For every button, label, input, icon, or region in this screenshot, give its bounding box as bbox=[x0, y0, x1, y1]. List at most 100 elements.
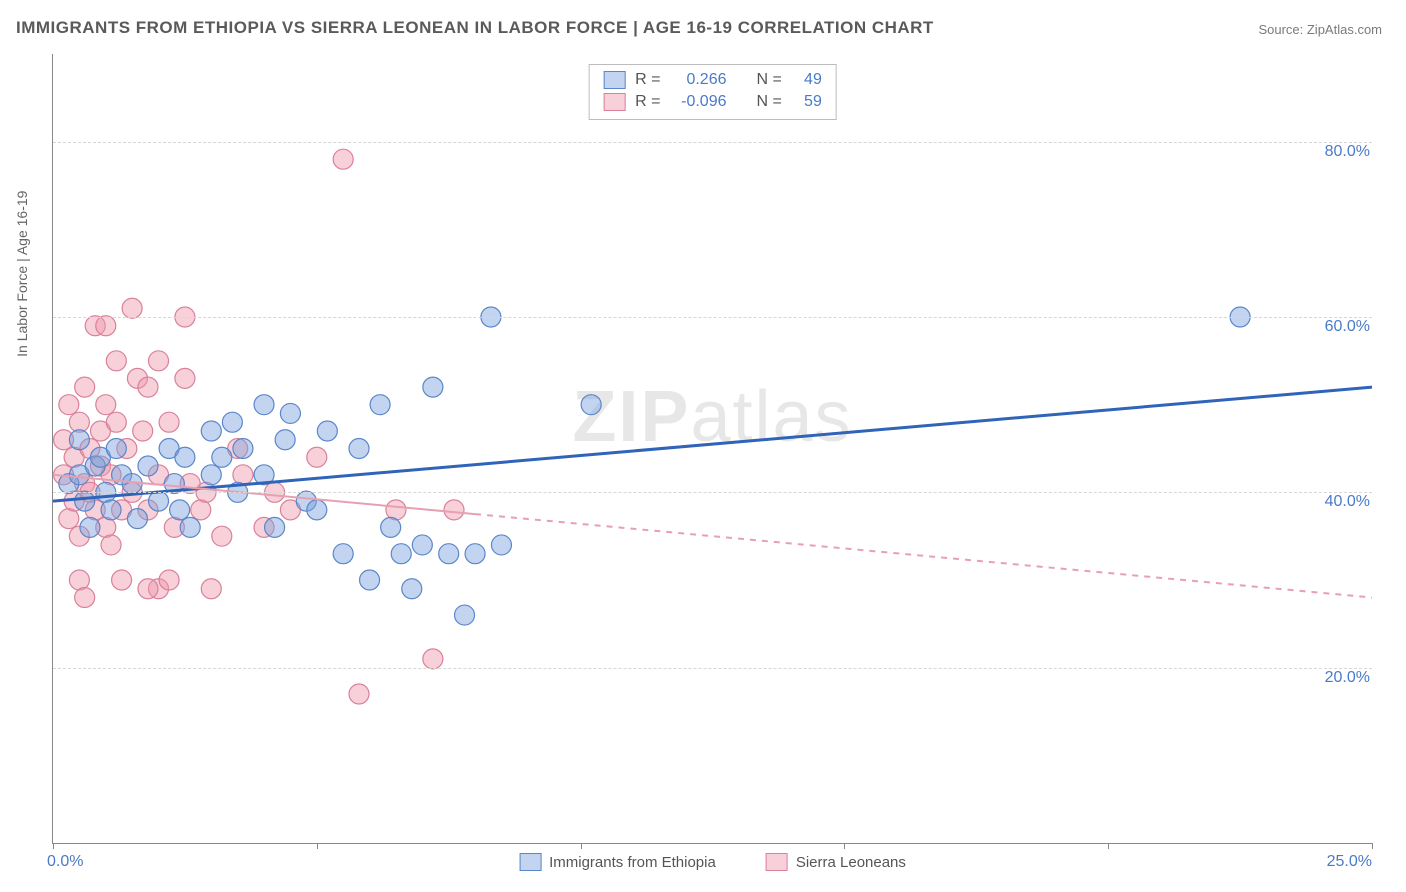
data-point bbox=[333, 544, 353, 564]
data-point bbox=[233, 465, 253, 485]
data-point bbox=[180, 517, 200, 537]
data-point bbox=[349, 439, 369, 459]
x-tick bbox=[581, 843, 582, 849]
data-point bbox=[275, 430, 295, 450]
data-point bbox=[360, 570, 380, 590]
data-point bbox=[101, 535, 121, 555]
data-point bbox=[101, 500, 121, 520]
data-point bbox=[265, 517, 285, 537]
data-point bbox=[69, 430, 89, 450]
data-point bbox=[212, 447, 232, 467]
trend-line-extrapolated bbox=[475, 514, 1372, 597]
data-point bbox=[138, 456, 158, 476]
plot-area: ZIPatlas R = 0.266 N = 49 R = -0.096 N =… bbox=[52, 54, 1372, 844]
gridline bbox=[53, 492, 1372, 493]
n-value: 49 bbox=[792, 71, 822, 89]
y-tick-label: 60.0% bbox=[1325, 318, 1374, 336]
data-point bbox=[149, 351, 169, 371]
data-point bbox=[222, 412, 242, 432]
data-point bbox=[138, 579, 158, 599]
data-point bbox=[412, 535, 432, 555]
data-point bbox=[423, 377, 443, 397]
data-point bbox=[233, 439, 253, 459]
swatch-blue-icon bbox=[603, 71, 625, 89]
x-tick bbox=[1372, 843, 1373, 849]
data-point bbox=[159, 570, 179, 590]
data-point bbox=[138, 377, 158, 397]
swatch-pink-icon bbox=[603, 93, 625, 111]
data-point bbox=[439, 544, 459, 564]
chart-title: IMMIGRANTS FROM ETHIOPIA VS SIERRA LEONE… bbox=[16, 18, 934, 38]
x-tick-label: 25.0% bbox=[1327, 853, 1372, 871]
chart-svg bbox=[53, 54, 1372, 843]
data-point bbox=[201, 579, 221, 599]
legend-item-ethiopia: Immigrants from Ethiopia bbox=[519, 853, 716, 871]
x-tick bbox=[317, 843, 318, 849]
data-point bbox=[175, 447, 195, 467]
data-point bbox=[75, 491, 95, 511]
y-axis-label: In Labor Force | Age 16-19 bbox=[14, 191, 30, 357]
n-value: 59 bbox=[792, 93, 822, 111]
r-label: R = bbox=[635, 71, 660, 89]
data-point bbox=[75, 377, 95, 397]
data-point bbox=[491, 535, 511, 555]
y-tick-label: 80.0% bbox=[1325, 143, 1374, 161]
n-label: N = bbox=[757, 71, 782, 89]
gridline bbox=[53, 142, 1372, 143]
legend-label: Immigrants from Ethiopia bbox=[549, 854, 716, 871]
data-point bbox=[133, 421, 153, 441]
stats-row-ethiopia: R = 0.266 N = 49 bbox=[603, 69, 822, 91]
data-point bbox=[112, 570, 132, 590]
data-point bbox=[307, 500, 327, 520]
data-point bbox=[307, 447, 327, 467]
source-label: Source: ZipAtlas.com bbox=[1258, 22, 1382, 37]
data-point bbox=[96, 395, 116, 415]
data-point bbox=[423, 649, 443, 669]
data-point bbox=[191, 500, 211, 520]
data-point bbox=[349, 684, 369, 704]
data-point bbox=[455, 605, 475, 625]
data-point bbox=[280, 403, 300, 423]
data-point bbox=[212, 526, 232, 546]
swatch-pink-icon bbox=[766, 853, 788, 871]
data-point bbox=[381, 517, 401, 537]
data-point bbox=[127, 509, 147, 529]
data-point bbox=[159, 412, 179, 432]
data-point bbox=[201, 421, 221, 441]
data-point bbox=[106, 412, 126, 432]
data-point bbox=[317, 421, 337, 441]
y-tick-label: 20.0% bbox=[1325, 669, 1374, 687]
stats-legend: R = 0.266 N = 49 R = -0.096 N = 59 bbox=[588, 64, 837, 120]
stats-row-sierra: R = -0.096 N = 59 bbox=[603, 91, 822, 113]
data-point bbox=[170, 500, 190, 520]
n-label: N = bbox=[757, 93, 782, 111]
data-point bbox=[106, 439, 126, 459]
data-point bbox=[59, 395, 79, 415]
data-point bbox=[254, 395, 274, 415]
r-value: 0.266 bbox=[671, 71, 727, 89]
data-point bbox=[402, 579, 422, 599]
data-point bbox=[370, 395, 390, 415]
data-point bbox=[581, 395, 601, 415]
data-point bbox=[122, 298, 142, 318]
gridline bbox=[53, 668, 1372, 669]
data-point bbox=[96, 316, 116, 336]
swatch-blue-icon bbox=[519, 853, 541, 871]
data-point bbox=[201, 465, 221, 485]
r-label: R = bbox=[635, 93, 660, 111]
data-point bbox=[69, 570, 89, 590]
data-point bbox=[386, 500, 406, 520]
data-point bbox=[391, 544, 411, 564]
data-point bbox=[59, 509, 79, 529]
data-point bbox=[444, 500, 464, 520]
data-point bbox=[75, 588, 95, 608]
data-point bbox=[106, 351, 126, 371]
data-point bbox=[333, 149, 353, 169]
legend-item-sierra: Sierra Leoneans bbox=[766, 853, 906, 871]
y-tick-label: 40.0% bbox=[1325, 493, 1374, 511]
x-tick bbox=[1108, 843, 1109, 849]
legend-bottom: Immigrants from Ethiopia Sierra Leoneans bbox=[519, 853, 906, 871]
x-tick bbox=[53, 843, 54, 849]
data-point bbox=[80, 517, 100, 537]
x-tick bbox=[844, 843, 845, 849]
